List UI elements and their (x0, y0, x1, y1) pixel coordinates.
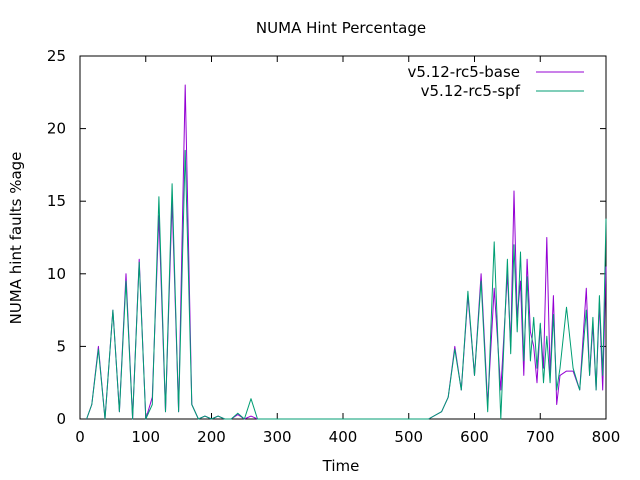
x-axis-title: Time (322, 457, 360, 475)
y-axis-ticks: 0 5 10 15 20 25 (47, 47, 606, 428)
x-tick-label: 300 (263, 428, 292, 446)
x-tick-label: 700 (526, 428, 555, 446)
x-axis-ticks: 0 100 200 300 400 500 600 700 800 (75, 56, 620, 446)
x-tick-label: 600 (460, 428, 489, 446)
y-tick-label: 5 (56, 337, 66, 355)
chart-title: NUMA Hint Percentage (256, 19, 426, 37)
legend: v5.12-rc5-base v5.12-rc5-spf (408, 63, 584, 100)
x-tick-label: 500 (394, 428, 423, 446)
y-tick-label: 0 (56, 410, 66, 428)
x-tick-label: 800 (592, 428, 621, 446)
x-tick-label: 0 (75, 428, 85, 446)
x-tick-label: 100 (131, 428, 160, 446)
series-line-spf (86, 149, 607, 420)
series-layer (86, 84, 607, 420)
x-tick-label: 200 (197, 428, 226, 446)
plot-frame (79, 55, 607, 420)
y-tick-label: 10 (47, 265, 66, 283)
y-axis-title: NUMA hint faults %age (7, 152, 25, 325)
y-tick-label: 20 (47, 120, 66, 138)
x-tick-label: 400 (329, 428, 358, 446)
legend-label-spf: v5.12-rc5-spf (421, 82, 521, 100)
y-tick-label: 15 (47, 192, 66, 210)
y-tick-label: 25 (47, 47, 66, 65)
legend-label-base: v5.12-rc5-base (408, 63, 521, 81)
